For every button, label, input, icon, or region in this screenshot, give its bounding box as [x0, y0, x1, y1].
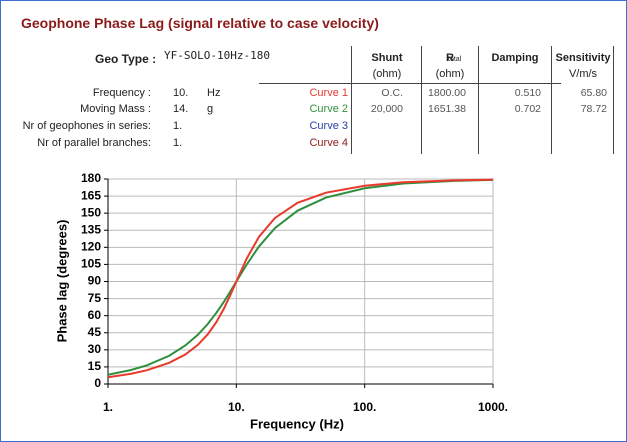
- param-label: Nr of parallel branches:: [37, 137, 151, 149]
- x-tick-label: 10.: [228, 400, 245, 414]
- table-cell: 1800.00: [428, 87, 466, 99]
- column-header: V/m/s: [568, 68, 598, 80]
- y-tick-label: 150: [81, 205, 101, 219]
- curve-label: Curve 2: [309, 103, 348, 115]
- y-tick-label: 75: [88, 291, 102, 305]
- curve-label: Curve 1: [309, 87, 348, 99]
- y-tick-label: 45: [88, 325, 102, 339]
- x-tick-label: 1000.: [478, 400, 508, 414]
- param-value: 14.: [173, 103, 189, 115]
- y-axis-label: Phase lag (degrees): [54, 220, 69, 343]
- x-tick-label: 1.: [103, 400, 113, 414]
- x-axis-label: Frequency (Hz): [250, 416, 344, 431]
- rule: [259, 83, 561, 84]
- y-tick-label: 105: [81, 257, 101, 271]
- table-cell: 0.702: [514, 103, 541, 115]
- table-cell: O.C.: [381, 87, 403, 99]
- divider: [613, 46, 614, 154]
- y-tick-label: 165: [81, 188, 101, 202]
- curve-label: Curve 3: [309, 120, 348, 132]
- param-value: 10.: [173, 87, 189, 99]
- geo-type: YF-SOLO-10Hz-180: [164, 49, 270, 62]
- table-cell: 20,000: [370, 103, 403, 115]
- curve-label: Curve 4: [309, 137, 348, 149]
- table-cell: 1651.38: [428, 103, 466, 115]
- column-header: R: [446, 52, 454, 64]
- param-value: 1.: [173, 137, 183, 149]
- table-cell: 0.510: [514, 87, 541, 99]
- y-tick-label: 180: [81, 171, 101, 185]
- param-label: Frequency :: [92, 87, 151, 99]
- column-sub: total: [448, 56, 462, 63]
- param-value: 1.: [173, 120, 183, 132]
- param-unit: Hz: [207, 87, 221, 99]
- divider: [421, 46, 422, 154]
- divider: [551, 46, 552, 154]
- geo-type-label: Geo Type :: [95, 52, 157, 66]
- param-label: Nr of geophones in series:: [22, 120, 151, 132]
- y-tick-label: 0: [94, 376, 101, 390]
- y-tick-label: 90: [88, 274, 102, 288]
- param-label: Moving Mass :: [80, 103, 151, 115]
- param-unit: g: [207, 103, 214, 115]
- divider: [478, 46, 479, 154]
- divider: [351, 46, 352, 154]
- y-tick-label: 60: [88, 308, 102, 322]
- y-tick-label: 135: [81, 222, 101, 236]
- y-tick-label: 15: [88, 359, 102, 373]
- y-tick-label: 30: [88, 342, 102, 356]
- column-header: Shunt: [371, 52, 403, 64]
- y-tick-label: 120: [81, 240, 101, 254]
- column-header: (ohm): [435, 68, 465, 80]
- table-cell: 65.80: [580, 87, 607, 99]
- table-cell: 78.72: [580, 103, 607, 115]
- line: [107, 178, 494, 379]
- title: Geophone Phase Lag (signal relative to c…: [21, 15, 379, 31]
- column-header: (ohm): [372, 68, 402, 80]
- x-tick-label: 100.: [353, 400, 376, 414]
- column-header: Damping: [491, 52, 539, 64]
- column-header: Sensitivity: [555, 52, 611, 64]
